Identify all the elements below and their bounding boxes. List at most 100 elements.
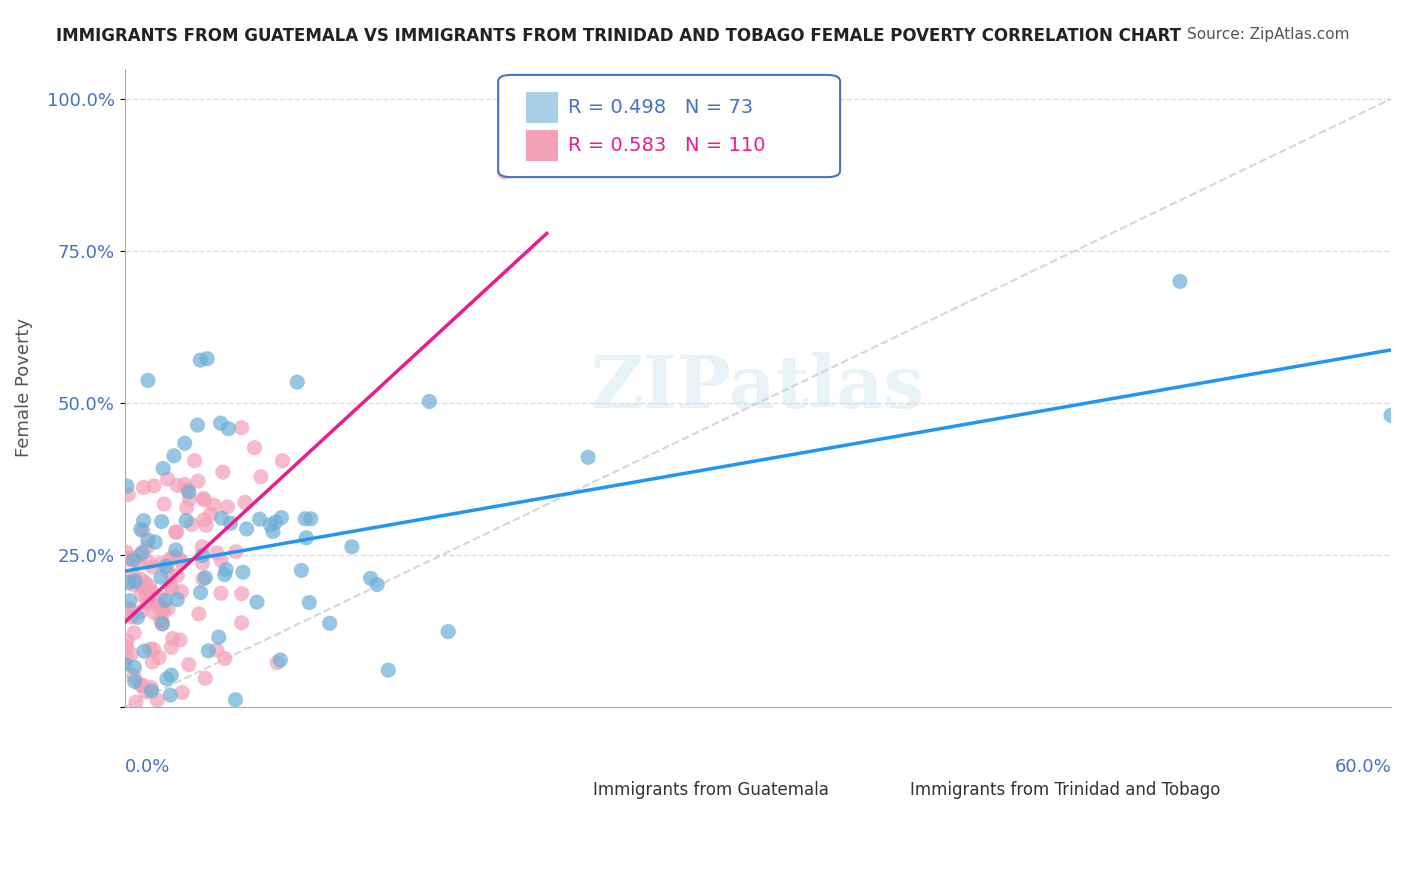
- Point: [132, 514, 155, 528]
- Point: [129, 522, 152, 536]
- Point: [156, 564, 179, 578]
- Point: [162, 632, 184, 646]
- Point: [129, 573, 152, 587]
- Point: [142, 642, 165, 657]
- Point: [169, 632, 191, 647]
- Point: [148, 650, 170, 665]
- Point: [118, 594, 141, 608]
- Point: [153, 497, 176, 511]
- Point: [232, 565, 254, 579]
- Point: [128, 555, 150, 569]
- Point: [160, 582, 183, 596]
- Point: [271, 453, 294, 467]
- Point: [152, 601, 174, 615]
- Point: [191, 549, 214, 563]
- Point: [129, 678, 152, 692]
- Point: [170, 555, 193, 569]
- Text: Immigrants from Guatemala: Immigrants from Guatemala: [593, 781, 830, 799]
- Point: [200, 507, 222, 521]
- Point: [173, 436, 195, 450]
- FancyBboxPatch shape: [526, 130, 558, 161]
- Point: [437, 624, 460, 639]
- Point: [243, 441, 266, 455]
- Point: [269, 653, 291, 667]
- Text: R = 0.498   N = 73: R = 0.498 N = 73: [568, 98, 754, 117]
- Point: [176, 500, 198, 515]
- Point: [136, 373, 159, 387]
- FancyBboxPatch shape: [543, 780, 581, 800]
- FancyBboxPatch shape: [498, 75, 841, 178]
- Point: [136, 533, 159, 548]
- Point: [159, 688, 181, 702]
- Point: [187, 607, 209, 621]
- Point: [134, 581, 156, 595]
- Point: [259, 517, 281, 532]
- Point: [193, 492, 215, 507]
- Point: [191, 572, 214, 586]
- Point: [179, 491, 201, 506]
- Point: [160, 640, 183, 655]
- Point: [122, 553, 145, 567]
- Point: [319, 616, 342, 631]
- Point: [576, 450, 599, 465]
- Point: [131, 546, 153, 560]
- Point: [340, 540, 363, 554]
- Point: [138, 555, 160, 569]
- Point: [212, 465, 235, 479]
- Point: [235, 522, 257, 536]
- Point: [120, 610, 142, 624]
- Point: [115, 633, 138, 648]
- Point: [250, 469, 273, 483]
- Point: [299, 512, 322, 526]
- Point: [166, 525, 188, 540]
- Point: [195, 518, 218, 533]
- Point: [120, 604, 142, 618]
- Point: [118, 601, 141, 615]
- Point: [129, 604, 152, 618]
- Point: [150, 616, 173, 631]
- Point: [298, 596, 321, 610]
- Point: [266, 656, 288, 670]
- Point: [131, 588, 153, 602]
- Point: [163, 549, 186, 564]
- FancyBboxPatch shape: [859, 780, 897, 800]
- Point: [166, 592, 188, 607]
- Point: [177, 485, 200, 500]
- Point: [142, 479, 165, 493]
- Point: [205, 546, 228, 560]
- Point: [146, 693, 169, 707]
- Point: [193, 513, 215, 527]
- Point: [170, 584, 193, 599]
- Point: [194, 571, 217, 585]
- Point: [127, 610, 149, 624]
- Point: [124, 674, 146, 689]
- Point: [183, 453, 205, 467]
- Point: [155, 559, 177, 574]
- Point: [120, 551, 142, 566]
- Point: [173, 477, 195, 491]
- Point: [246, 595, 269, 609]
- Point: [135, 685, 157, 699]
- Point: [494, 165, 516, 179]
- Point: [142, 560, 165, 574]
- Point: [132, 481, 155, 495]
- Point: [135, 588, 157, 602]
- Point: [209, 586, 232, 600]
- Point: [205, 643, 228, 657]
- Point: [191, 540, 214, 554]
- Point: [1379, 409, 1402, 423]
- Point: [143, 535, 166, 549]
- Point: [135, 541, 157, 555]
- Point: [139, 642, 162, 657]
- Point: [132, 524, 155, 538]
- Point: [295, 531, 318, 545]
- Point: [174, 514, 197, 528]
- Point: [122, 626, 145, 640]
- Text: 0.0%: 0.0%: [125, 758, 170, 776]
- Point: [146, 598, 169, 612]
- Point: [418, 394, 440, 409]
- Point: [152, 461, 174, 475]
- Point: [129, 549, 152, 563]
- Point: [125, 695, 148, 709]
- Point: [249, 512, 271, 526]
